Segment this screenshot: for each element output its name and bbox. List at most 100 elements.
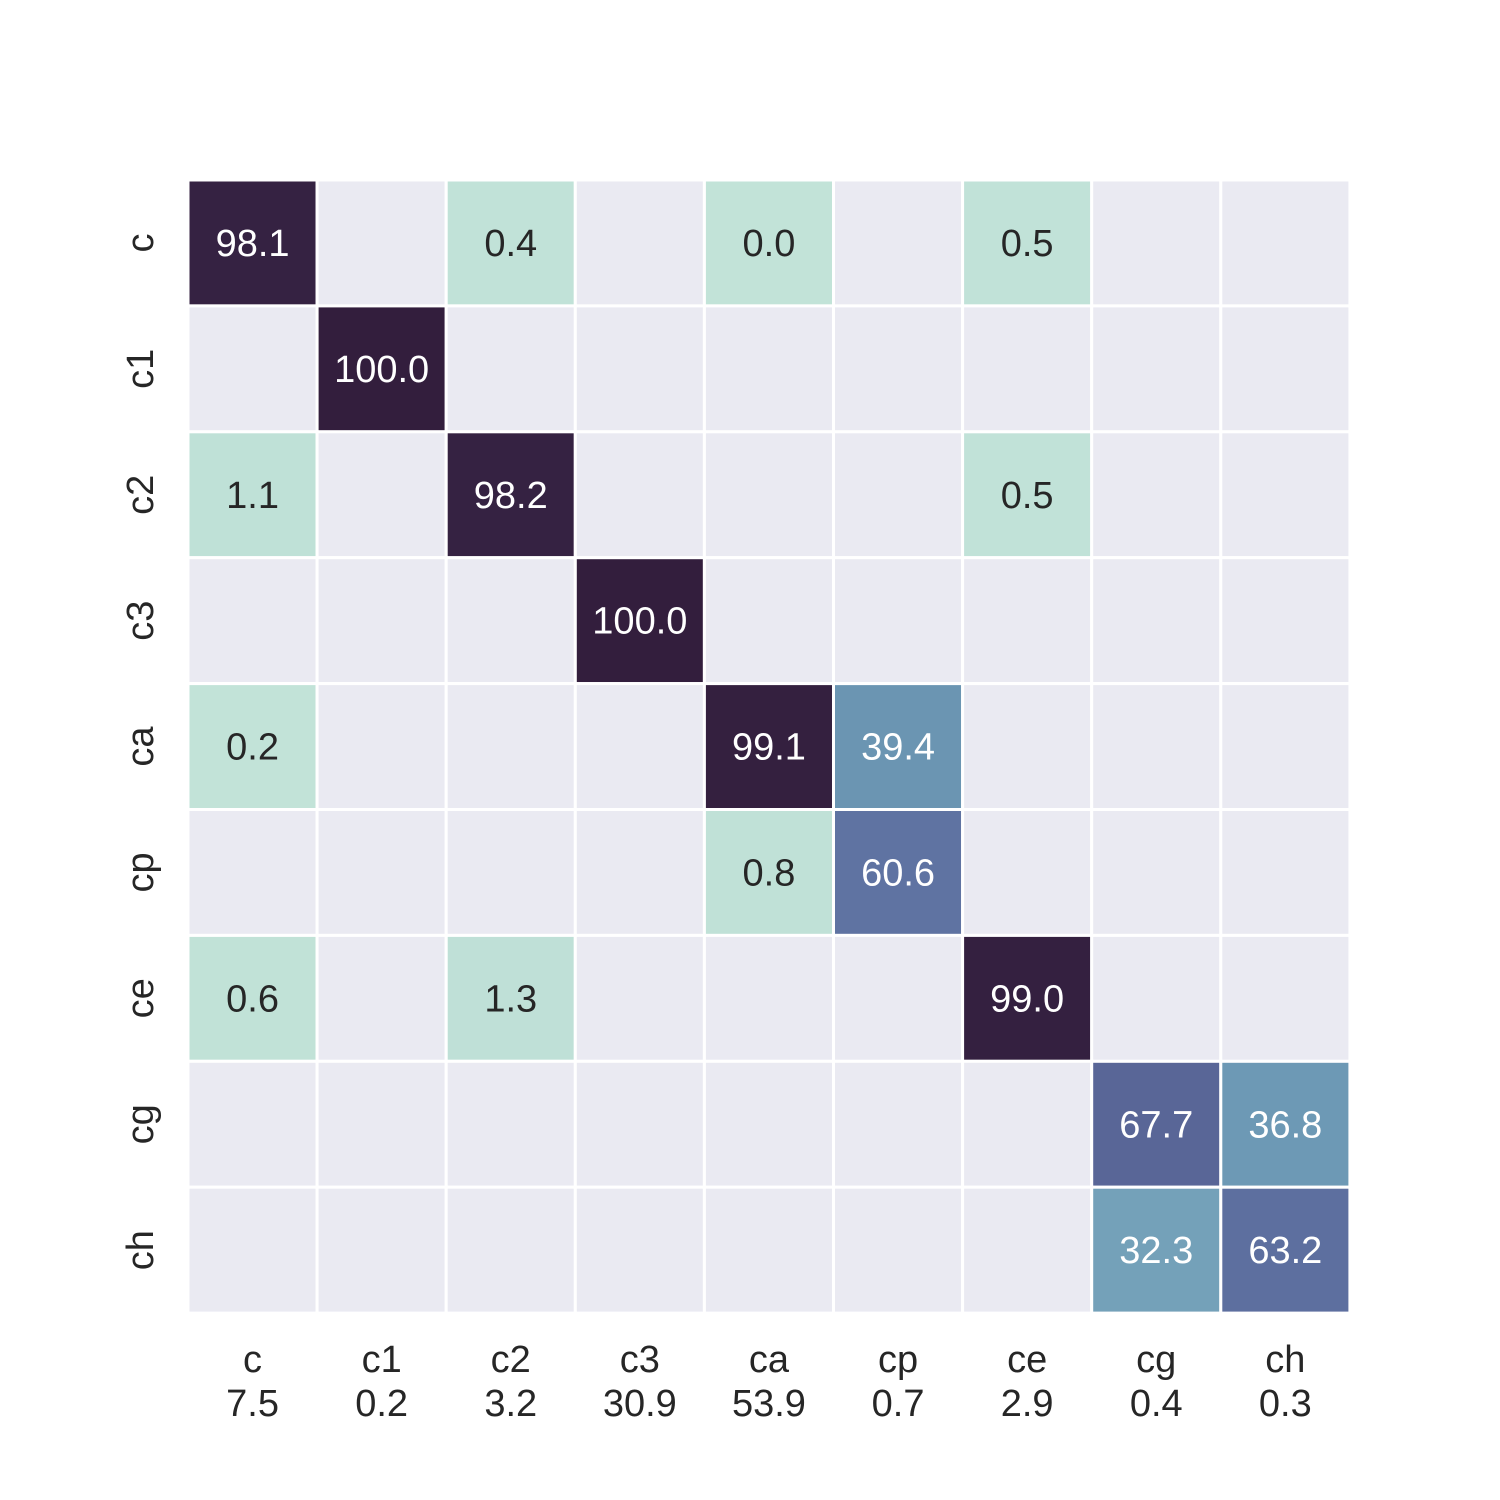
heatmap-cell-empty-c-ch xyxy=(1219,178,1352,308)
heatmap-cell-empty-cg-ce xyxy=(961,1059,1094,1189)
x-tick-label-c: c xyxy=(243,1339,262,1381)
cell-value-label-ca-cp: 39.4 xyxy=(861,727,935,769)
heatmap-cell-cp-ca xyxy=(702,808,836,937)
cell-value-label-c-ca: 0.0 xyxy=(743,223,796,265)
heatmap-cell-empty-ce-ch xyxy=(1219,933,1352,1063)
heatmap-cell-empty-c-c1 xyxy=(315,178,448,308)
heatmap-cell-empty-ch-cp xyxy=(832,1185,965,1315)
heatmap-cell-empty-cg-c3 xyxy=(573,1059,706,1189)
heatmap-cell-empty-c3-ca xyxy=(702,556,836,686)
x-tick-label-ce: ce xyxy=(1007,1339,1047,1381)
cell-value-label-c-c2: 0.4 xyxy=(484,223,537,265)
heatmap-cell-ca-cp xyxy=(832,682,965,811)
heatmap-cell-empty-c1-c3 xyxy=(573,304,706,434)
heatmap-cell-empty-cp-c3 xyxy=(573,808,706,937)
y-tick-label-c2: c2 xyxy=(120,475,162,515)
heatmap-cell-empty-c3-c1 xyxy=(315,556,448,686)
y-tick-label-ca: ca xyxy=(120,726,162,767)
heatmap-cell-empty-ch-ce xyxy=(961,1185,1094,1315)
heatmap-cell-empty-c1-c2 xyxy=(444,304,577,434)
heatmap-cell-c2-c xyxy=(186,430,319,560)
cell-value-label-ce-ce: 99.0 xyxy=(990,978,1064,1020)
heatmap-cell-empty-cp-ch xyxy=(1219,808,1352,937)
heatmap-cell-empty-c1-ce xyxy=(961,304,1094,434)
x-tick-label-ca: ca xyxy=(749,1339,790,1381)
heatmap-cell-empty-c-cg xyxy=(1090,178,1223,308)
x-tick-sublabel-cp: 0.7 xyxy=(872,1383,925,1425)
heatmap-cell-ce-ce xyxy=(961,933,1094,1063)
x-tick-sublabel-ce: 2.9 xyxy=(1001,1383,1054,1425)
x-tick-sublabel-ca: 53.9 xyxy=(732,1383,806,1425)
x-tick-label-cp: cp xyxy=(878,1339,918,1381)
cell-value-label-c2-c: 1.1 xyxy=(226,475,279,517)
cell-value-label-ce-c: 0.6 xyxy=(226,978,279,1020)
heatmap-cell-empty-ca-c1 xyxy=(315,682,448,811)
heatmap-cell-empty-c3-c xyxy=(186,556,319,686)
heatmap-cell-empty-cp-c xyxy=(186,808,319,937)
heatmap-cell-labels: 98.1 0.4 0.0 0.5 100.0 1.1 98.2 0.5 100.0 0.2 99.1… xyxy=(216,223,1323,1272)
heatmap-cell-empty-ca-cg xyxy=(1090,682,1223,811)
cell-value-label-ch-cg: 32.3 xyxy=(1119,1230,1193,1272)
y-tick-label-c1: c1 xyxy=(120,349,162,389)
x-tick-sublabel-cg: 0.4 xyxy=(1130,1383,1183,1425)
cell-value-label-cg-ch: 36.8 xyxy=(1248,1104,1322,1146)
heatmap-cell-empty-c1-cp xyxy=(832,304,965,434)
heatmap-cell-c3-c3 xyxy=(573,556,706,686)
heatmap-cell-empty-c1-c xyxy=(186,304,319,434)
x-tick-label-cg: cg xyxy=(1136,1339,1176,1381)
cell-value-label-ce-c2: 1.3 xyxy=(484,978,537,1020)
heatmap-cell-empty-cg-c1 xyxy=(315,1059,448,1189)
heatmap-cell-empty-c3-cg xyxy=(1090,556,1223,686)
heatmap-cell-empty-ca-c2 xyxy=(444,682,577,811)
heatmap-cell-empty-c2-c3 xyxy=(573,430,706,560)
y-tick-label-c: c xyxy=(120,233,162,252)
heatmap-cell-ch-ch xyxy=(1219,1185,1352,1315)
x-tick-label-c1: c1 xyxy=(362,1339,402,1381)
cell-value-label-c1-c1: 100.0 xyxy=(334,349,429,391)
heatmap-cell-empty-c3-c2 xyxy=(444,556,577,686)
cell-value-label-ca-ca: 99.1 xyxy=(732,727,806,769)
heatmap-cell-empty-cp-c2 xyxy=(444,808,577,937)
heatmap-cell-empty-cg-ca xyxy=(702,1059,836,1189)
heatmap-cell-empty-c2-cg xyxy=(1090,430,1223,560)
heatmap-cell-empty-c2-cp xyxy=(832,430,965,560)
heatmap-cell-empty-ce-ca xyxy=(702,933,836,1063)
heatmap-cell-empty-ce-c1 xyxy=(315,933,448,1063)
cell-value-label-c3-c3: 100.0 xyxy=(592,601,687,643)
heatmap-cell-empty-cg-c2 xyxy=(444,1059,577,1189)
heatmap-cell-empty-ce-cg xyxy=(1090,933,1223,1063)
heatmap-cell-ca-c xyxy=(186,682,319,811)
cell-value-label-c2-c2: 98.2 xyxy=(474,475,548,517)
heatmap-cell-empty-ch-c1 xyxy=(315,1185,448,1315)
x-tick-sublabel-c: 7.5 xyxy=(226,1383,279,1425)
y-axis-tick-labels: c c1 c2 c3 ca cp ce cg ch xyxy=(120,233,162,1270)
heatmap-cell-empty-ch-ca xyxy=(702,1185,836,1315)
cell-value-label-cp-ca: 0.8 xyxy=(743,852,796,894)
heatmap-cell-empty-ca-ce xyxy=(961,682,1094,811)
heatmap-cell-empty-c2-ch xyxy=(1219,430,1352,560)
heatmap-cell-empty-ca-ch xyxy=(1219,682,1352,811)
cell-value-label-ch-ch: 63.2 xyxy=(1248,1230,1322,1272)
cell-value-label-cg-cg: 67.7 xyxy=(1119,1104,1193,1146)
x-tick-sublabel-ch: 0.3 xyxy=(1259,1383,1312,1425)
y-tick-label-cg: cg xyxy=(120,1104,162,1144)
heatmap-cell-empty-ch-c3 xyxy=(573,1185,706,1315)
heatmap-cell-empty-c3-cp xyxy=(832,556,965,686)
heatmap-cell-empty-c1-ca xyxy=(702,304,836,434)
x-tick-label-ch: ch xyxy=(1265,1339,1305,1381)
heatmap-cells xyxy=(186,178,1352,1315)
heatmap-cell-empty-c1-ch xyxy=(1219,304,1352,434)
heatmap-cell-ce-c xyxy=(186,933,319,1063)
heatmap-cell-empty-cp-c1 xyxy=(315,808,448,937)
heatmap-cell-empty-ch-c2 xyxy=(444,1185,577,1315)
heatmap-cell-empty-ce-c3 xyxy=(573,933,706,1063)
heatmap-cell-empty-cp-cg xyxy=(1090,808,1223,937)
heatmap-cell-c-c xyxy=(186,178,319,308)
cell-value-label-c-ce: 0.5 xyxy=(1001,223,1054,265)
heatmap-cell-empty-c3-ce xyxy=(961,556,1094,686)
cell-value-label-cp-cp: 60.6 xyxy=(861,852,935,894)
heatmap-cell-empty-c2-c1 xyxy=(315,430,448,560)
y-tick-label-ce: ce xyxy=(120,978,162,1018)
heatmap-cell-empty-c-cp xyxy=(832,178,965,308)
